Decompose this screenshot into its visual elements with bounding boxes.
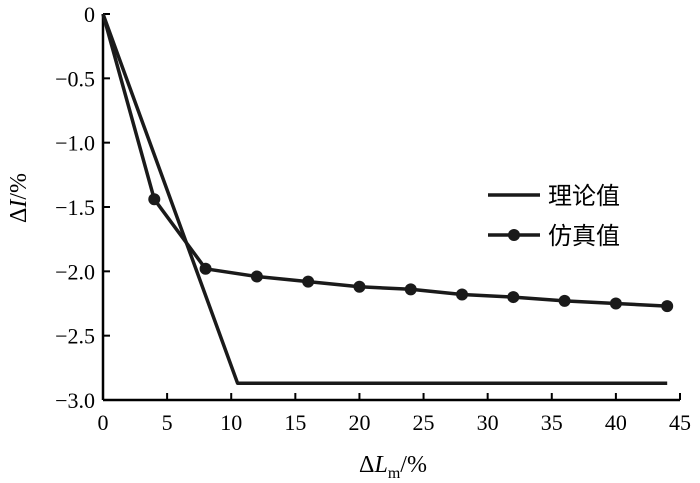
y-tick-label: −1.0	[55, 131, 95, 156]
series-2	[101, 13, 674, 313]
x-axis-title-var: L	[373, 452, 387, 478]
series-line	[101, 13, 668, 308]
data-point	[507, 291, 520, 304]
x-tick-label: 10	[220, 410, 242, 435]
x-axis-title: ΔLm/%	[359, 452, 427, 482]
series	[101, 13, 674, 386]
y-tick-label: 0	[84, 2, 95, 27]
x-axis-title-delta: Δ	[359, 452, 374, 478]
data-point	[302, 275, 315, 288]
legend-label: 仿真值	[548, 222, 620, 250]
x-tick-label: 20	[348, 410, 370, 435]
data-point	[404, 283, 417, 296]
data-point	[456, 288, 469, 301]
x-axis-title-unit: /%	[400, 452, 427, 478]
series-line	[101, 13, 668, 386]
data-point	[199, 262, 212, 275]
x-tick-label: 35	[541, 410, 563, 435]
y-tick-label: −0.5	[55, 66, 95, 91]
x-tick-label: 5	[162, 410, 173, 435]
x-axis-title-sub: m	[388, 465, 401, 482]
y-tick-label: −2.0	[55, 259, 95, 284]
data-point	[661, 300, 674, 313]
y-axis-title-delta: Δ	[6, 208, 32, 223]
x-tick-label: 25	[413, 410, 435, 435]
y-axis-title-var: I	[6, 199, 32, 209]
series-1	[101, 13, 668, 386]
x-tick-label: 15	[284, 410, 306, 435]
y-axis-title: ΔI/%	[6, 173, 32, 223]
ticks: 0 5 10 15 20 25 30 35 40 45 0 −0.5 −1.0 −1.5 −2.0 −2.5 −…	[55, 2, 691, 435]
legend-label: 理论值	[548, 182, 620, 210]
legend-marker	[508, 229, 520, 241]
y-tick-label: −3.0	[55, 388, 95, 413]
y-axis-title-unit: /%	[6, 173, 32, 200]
data-point	[148, 193, 161, 206]
x-tick-label: 45	[669, 410, 691, 435]
data-point	[250, 270, 263, 283]
data-point	[558, 294, 571, 307]
x-tick-label: 0	[98, 410, 109, 435]
y-tick-label: −2.5	[55, 324, 95, 349]
data-point	[353, 280, 366, 293]
x-tick-label: 40	[605, 410, 627, 435]
y-tick-label: −1.5	[55, 195, 95, 220]
x-tick-label: 30	[477, 410, 499, 435]
data-point	[609, 297, 622, 310]
